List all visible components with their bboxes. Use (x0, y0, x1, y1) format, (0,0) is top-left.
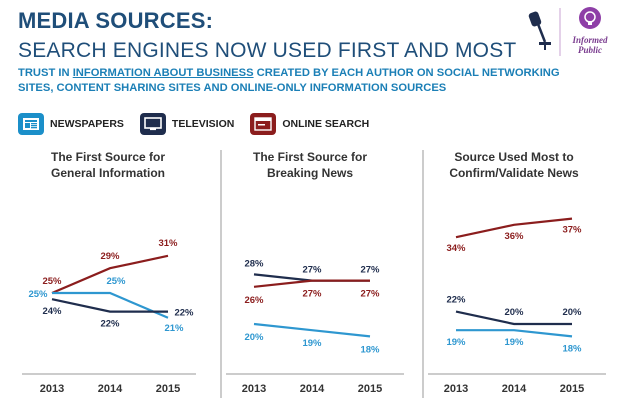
legend-label-television: TELEVISION (171, 118, 235, 130)
data-label: 25% (28, 289, 48, 300)
x-tick-2014: 2014 (98, 383, 123, 395)
data-label: 34% (446, 243, 466, 254)
data-label: 21% (164, 323, 184, 334)
data-label: 31% (158, 238, 178, 249)
chart-breaking-news: The First Source for Breaking News 28% 27… (226, 150, 404, 395)
microphone-icon (528, 11, 551, 50)
legend-label-newspapers: NEWSPAPERS (50, 118, 124, 130)
lightbulb-icon (579, 7, 601, 29)
logo: Informed Public (528, 7, 608, 56)
legend-label-online-search: ONLINE SEARCH (282, 118, 370, 130)
data-label: 26% (244, 295, 264, 306)
chart-title-line2: Breaking News (267, 166, 353, 180)
chart-title-line1: Source Used Most to (454, 150, 573, 164)
chart-confirm-validate-news: Source Used Most to Confirm/Validate New… (428, 150, 606, 395)
description-post: CREATED BY EACH AUTHOR ON SOCIAL NETWORK… (18, 67, 560, 94)
data-label: 22% (100, 319, 120, 330)
data-label: 37% (562, 225, 582, 236)
data-label: 29% (100, 251, 120, 262)
x-tick-2013: 2013 (444, 383, 468, 395)
series-line-newspapers (456, 329, 573, 338)
x-tick-2015: 2015 (156, 383, 180, 395)
legend: NEWSPAPERS TELEVISION ONLINE SEARCH (18, 112, 385, 136)
series-line-television (51, 298, 168, 313)
data-label: 27% (360, 289, 380, 300)
page-title: MEDIA SOURCES: (18, 8, 214, 33)
data-label: 19% (504, 337, 524, 348)
data-label: 25% (42, 276, 62, 287)
data-label: 18% (562, 343, 582, 354)
chart-title-line1: The First Source for (51, 150, 165, 164)
page-subtitle: SEARCH ENGINES NOW USED FIRST AND MOST (18, 39, 517, 62)
x-tick-2013: 2013 (40, 383, 64, 395)
x-tick-2014: 2014 (502, 383, 527, 395)
legend-item-television: TELEVISION (139, 113, 235, 135)
data-label: 20% (504, 307, 524, 318)
chart-general-information: The First Source for General Information… (22, 150, 196, 395)
logo-text-line2: Public (578, 45, 602, 55)
newspaper-icon (18, 113, 44, 135)
description-link[interactable]: INFORMATION ABOUT BUSINESS (72, 67, 254, 79)
data-label: 22% (446, 295, 466, 306)
series-line-online-search (455, 217, 573, 239)
data-label: 27% (360, 265, 380, 276)
x-tick-2014: 2014 (300, 383, 325, 395)
online-search-icon (250, 113, 277, 135)
data-label: 22% (174, 308, 194, 319)
chart-title-line2: Confirm/Validate News (449, 166, 579, 180)
description: TRUST IN INFORMATION ABOUT BUSINESS CREA… (18, 66, 598, 96)
series-line-newspapers (253, 322, 371, 338)
data-label: 27% (302, 265, 322, 276)
series-line-online-search (253, 279, 370, 288)
x-tick-2015: 2015 (358, 383, 382, 395)
series-line-television (455, 310, 572, 326)
series-line-online-search (51, 254, 169, 295)
legend-item-newspapers: NEWSPAPERS (18, 113, 124, 135)
data-label: 27% (302, 289, 322, 300)
logo-text-line1: Informed (571, 35, 608, 45)
chart-title-line1: The First Source for (253, 150, 367, 164)
series-line-newspapers (52, 291, 169, 319)
data-label: 19% (302, 338, 322, 349)
television-icon (139, 113, 166, 135)
legend-item-online-search: ONLINE SEARCH (250, 113, 369, 135)
data-label: 25% (106, 276, 126, 287)
chart-title-line2: General Information (51, 166, 165, 180)
data-label: 20% (244, 332, 264, 343)
data-label: 28% (244, 258, 264, 269)
data-label: 24% (42, 306, 62, 317)
data-label: 20% (562, 307, 582, 318)
data-label: 19% (446, 337, 466, 348)
data-label: 18% (360, 344, 380, 355)
data-label: 36% (504, 231, 524, 242)
description-pre: TRUST IN (18, 67, 73, 79)
x-tick-2013: 2013 (242, 383, 266, 395)
x-tick-2015: 2015 (560, 383, 584, 395)
